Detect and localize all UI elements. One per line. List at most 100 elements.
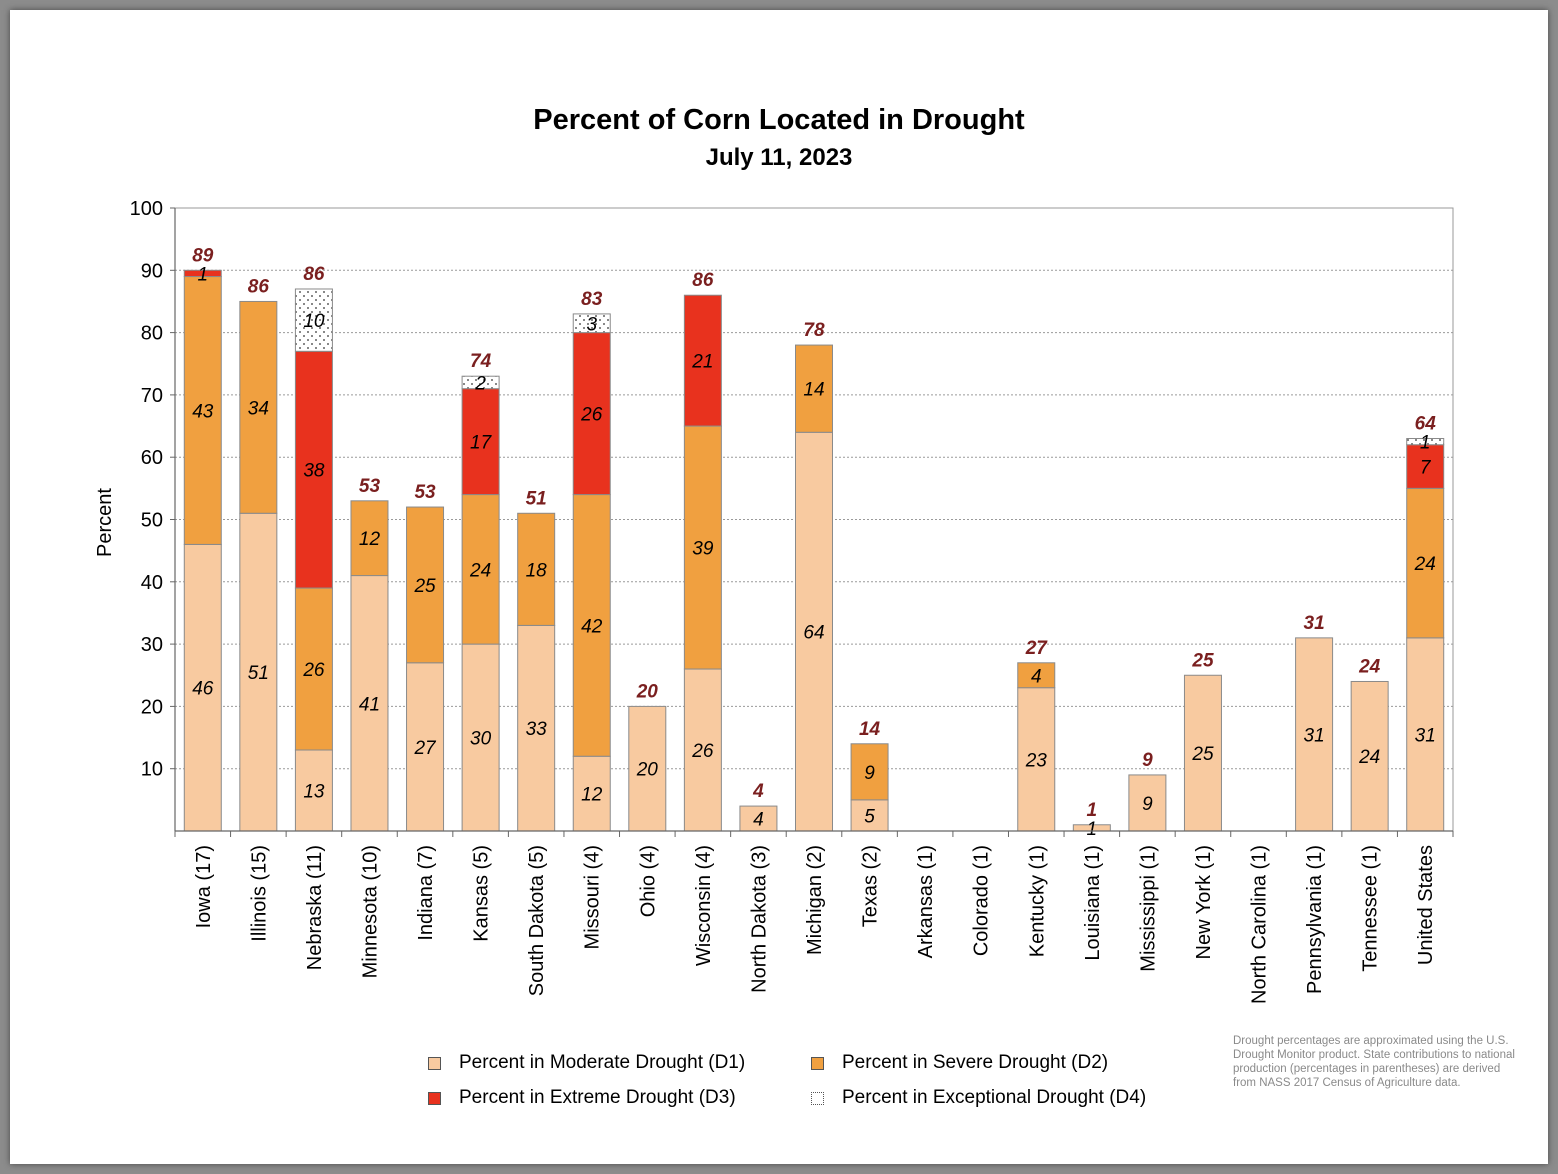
segment-value-label: 23 <box>1025 750 1048 771</box>
segment-value-label: 42 <box>581 616 603 637</box>
bar-segment-d2 <box>1017 662 1056 689</box>
total-value-label: 64 <box>1415 414 1437 435</box>
x-category-label: Indiana (7) <box>415 845 437 941</box>
total-value-label: 4 <box>752 781 764 802</box>
y-axis-label: Percent <box>94 488 116 557</box>
total-value-label: 74 <box>470 351 492 372</box>
y-tick-label: 90 <box>141 260 163 282</box>
bar-segment-d1 <box>406 662 445 832</box>
bar-segment-d2 <box>517 512 556 626</box>
segment-value-label: 12 <box>581 785 603 806</box>
bar-segment-d1 <box>683 668 722 832</box>
x-category-label: Ohio (4) <box>637 845 659 917</box>
y-tick-label: 100 <box>130 198 163 220</box>
x-category-label: Illinois (15) <box>248 845 270 942</box>
x-category-label: Mississippi (1) <box>1137 845 1159 972</box>
bar-segment-d2 <box>683 425 722 670</box>
bar-segment-d1 <box>572 755 611 832</box>
x-category-label: Kansas (5) <box>471 845 493 942</box>
y-tick-label: 30 <box>141 634 163 656</box>
bar-segment-d4 <box>1406 438 1445 446</box>
segment-value-label: 46 <box>192 679 214 700</box>
segment-value-label: 43 <box>192 401 214 422</box>
bar-segment-d4 <box>572 313 611 334</box>
source-note: Drought percentages are approximated usi… <box>1233 1035 1515 1089</box>
x-category-label: Texas (2) <box>860 845 882 927</box>
segment-value-label: 4 <box>1031 666 1042 687</box>
x-category-label: North Carolina (1) <box>1249 845 1271 1004</box>
bar-segment-d1 <box>1406 637 1445 832</box>
segment-value-label: 64 <box>803 623 824 644</box>
legend-item-d2: Percent in Severe Drought (D2) <box>811 1052 1108 1074</box>
bar-segment-d1 <box>1183 674 1222 832</box>
x-category-label: Colorado (1) <box>971 845 993 956</box>
bar-segment-d2 <box>1406 487 1445 639</box>
segment-value-label: 9 <box>864 763 875 784</box>
legend-item-d3: Percent in Extreme Drought (D3) <box>428 1087 736 1109</box>
y-tick-label: 10 <box>141 759 163 781</box>
y-tick-label: 50 <box>141 510 163 532</box>
segment-value-label: 5 <box>864 806 875 827</box>
segment-value-label: 21 <box>691 352 713 373</box>
total-value-label: 86 <box>303 264 325 285</box>
x-category-label: New York (1) <box>1193 845 1215 960</box>
x-category-label: Pennsylvania (1) <box>1304 845 1326 994</box>
segment-value-label: 26 <box>580 405 603 426</box>
total-value-label: 24 <box>1358 656 1381 677</box>
x-category-label: North Dakota (3) <box>748 845 770 993</box>
x-category-label: Iowa (17) <box>193 845 215 928</box>
segment-value-label: 14 <box>803 380 824 401</box>
legend-swatch-d4 <box>811 1091 824 1105</box>
segment-value-label: 20 <box>636 760 659 781</box>
y-tick-label: 80 <box>141 323 163 345</box>
segment-value-label: 30 <box>470 729 492 750</box>
segment-value-label: 9 <box>1142 794 1153 815</box>
bar-segment-d2 <box>850 743 889 801</box>
y-tick-label: 20 <box>141 696 163 718</box>
x-category-label: Nebraska (11) <box>304 845 326 970</box>
chart-plot: 4643189513486132638108641125327255330241… <box>94 198 1454 1004</box>
bar-segment-d3 <box>183 269 222 278</box>
total-value-label: 27 <box>1025 638 1049 659</box>
segment-value-label: 7 <box>1420 458 1432 479</box>
segment-value-label: 24 <box>469 560 491 581</box>
total-value-label: 14 <box>859 719 881 740</box>
segment-value-label: 17 <box>470 433 493 454</box>
bar-segment-d1 <box>1295 637 1334 832</box>
x-category-label: Arkansas (1) <box>915 845 937 958</box>
bar-segment-d2 <box>461 494 500 645</box>
segment-value-label: 31 <box>1304 725 1325 746</box>
bar-segment-d3 <box>461 388 500 496</box>
legend-swatch-d1 <box>428 1056 441 1070</box>
x-category-label: Minnesota (10) <box>359 845 381 978</box>
total-value-label: 89 <box>192 245 214 266</box>
x-category-label: Wisconsin (4) <box>693 845 715 966</box>
bar-segment-d3 <box>572 332 611 496</box>
bar-segment-d3 <box>1406 444 1445 489</box>
chart-page: Percent of Corn Located in Drought July … <box>10 10 1548 1164</box>
total-value-label: 86 <box>248 276 270 297</box>
bar-segment-d2 <box>294 587 333 751</box>
segment-value-label: 38 <box>303 461 325 482</box>
legend-swatch-d3 <box>428 1091 441 1105</box>
segment-value-label: 1 <box>197 264 208 285</box>
legend-swatch-d2 <box>811 1056 824 1070</box>
bar-segment-d1 <box>1017 687 1056 832</box>
segment-value-label: 39 <box>692 539 714 560</box>
legend-item-d1: Percent in Moderate Drought (D1) <box>428 1052 745 1074</box>
legend-label-d4: Percent in Exceptional Drought (D4) <box>842 1087 1147 1108</box>
x-category-label: Kentucky (1) <box>1026 845 1048 957</box>
chart-legend: Percent in Moderate Drought (D1) Percent… <box>428 1040 1208 1120</box>
segment-value-label: 25 <box>1191 744 1214 765</box>
segment-value-label: 10 <box>303 311 325 332</box>
total-value-label: 78 <box>803 320 825 341</box>
segment-value-label: 31 <box>1415 725 1436 746</box>
segment-value-label: 13 <box>303 782 325 803</box>
total-value-label: 53 <box>359 476 381 497</box>
legend-label-d2: Percent in Severe Drought (D2) <box>842 1052 1109 1073</box>
total-value-label: 51 <box>526 488 547 509</box>
total-value-label: 9 <box>1142 750 1153 771</box>
total-value-label: 83 <box>581 289 603 310</box>
total-value-label: 86 <box>692 270 714 291</box>
chart-subtitle: July 11, 2023 <box>705 144 853 171</box>
